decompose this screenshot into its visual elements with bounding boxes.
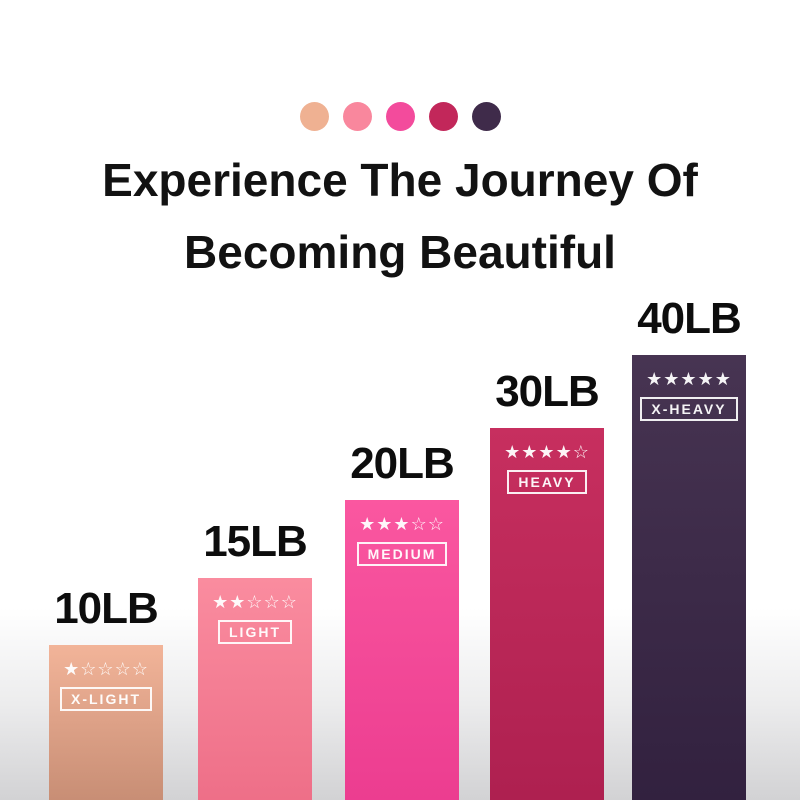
level-badge-10lb: X-LIGHT <box>60 687 152 711</box>
palette-dot-x-heavy <box>471 102 501 131</box>
star-rating-40lb: ★★★★★ <box>646 369 732 389</box>
palette-dots-row <box>0 102 800 131</box>
page-title: Experience The Journey Of Becoming Beaut… <box>0 144 800 288</box>
page-title-line2: Becoming Beautiful <box>184 226 616 278</box>
bar-weight-label-30lb: 30LB <box>495 367 600 416</box>
bar-weight-label-40lb: 40LB <box>637 294 742 343</box>
bar-group-30lb: 30LB ★★★★☆ HEAVY <box>490 367 604 800</box>
palette-dot-heavy <box>428 102 458 131</box>
star-rating-20lb: ★★★☆☆ <box>359 514 445 534</box>
level-badge-30lb: HEAVY <box>507 470 587 494</box>
bar-20lb: ★★★☆☆ MEDIUM <box>345 500 459 800</box>
bar-group-20lb: 20LB ★★★☆☆ MEDIUM <box>345 439 459 800</box>
bar-group-10lb: 10LB ★☆☆☆☆ X-LIGHT <box>49 584 163 800</box>
star-rating-30lb: ★★★★☆ <box>504 442 590 462</box>
palette-dot-medium <box>385 102 415 131</box>
bar-group-40lb: 40LB ★★★★★ X-HEAVY <box>632 294 746 800</box>
bar-40lb: ★★★★★ X-HEAVY <box>632 355 746 800</box>
bar-30lb: ★★★★☆ HEAVY <box>490 428 604 800</box>
palette-dot-light <box>342 102 372 131</box>
bar-weight-label-20lb: 20LB <box>350 439 455 488</box>
bar-weight-label-10lb: 10LB <box>54 584 159 633</box>
star-rating-10lb: ★☆☆☆☆ <box>63 659 149 679</box>
level-badge-20lb: MEDIUM <box>356 542 448 566</box>
page-title-line1: Experience The Journey Of <box>102 154 698 206</box>
level-badge-40lb: X-HEAVY <box>640 397 738 421</box>
bar-weight-label-15lb: 15LB <box>203 517 308 566</box>
star-rating-15lb: ★★☆☆☆ <box>212 592 298 612</box>
bar-10lb: ★☆☆☆☆ X-LIGHT <box>49 645 163 800</box>
bar-15lb: ★★☆☆☆ LIGHT <box>198 578 312 800</box>
level-badge-15lb: LIGHT <box>218 620 292 644</box>
bar-group-15lb: 15LB ★★☆☆☆ LIGHT <box>198 517 312 800</box>
palette-dot-x-light <box>299 102 329 131</box>
